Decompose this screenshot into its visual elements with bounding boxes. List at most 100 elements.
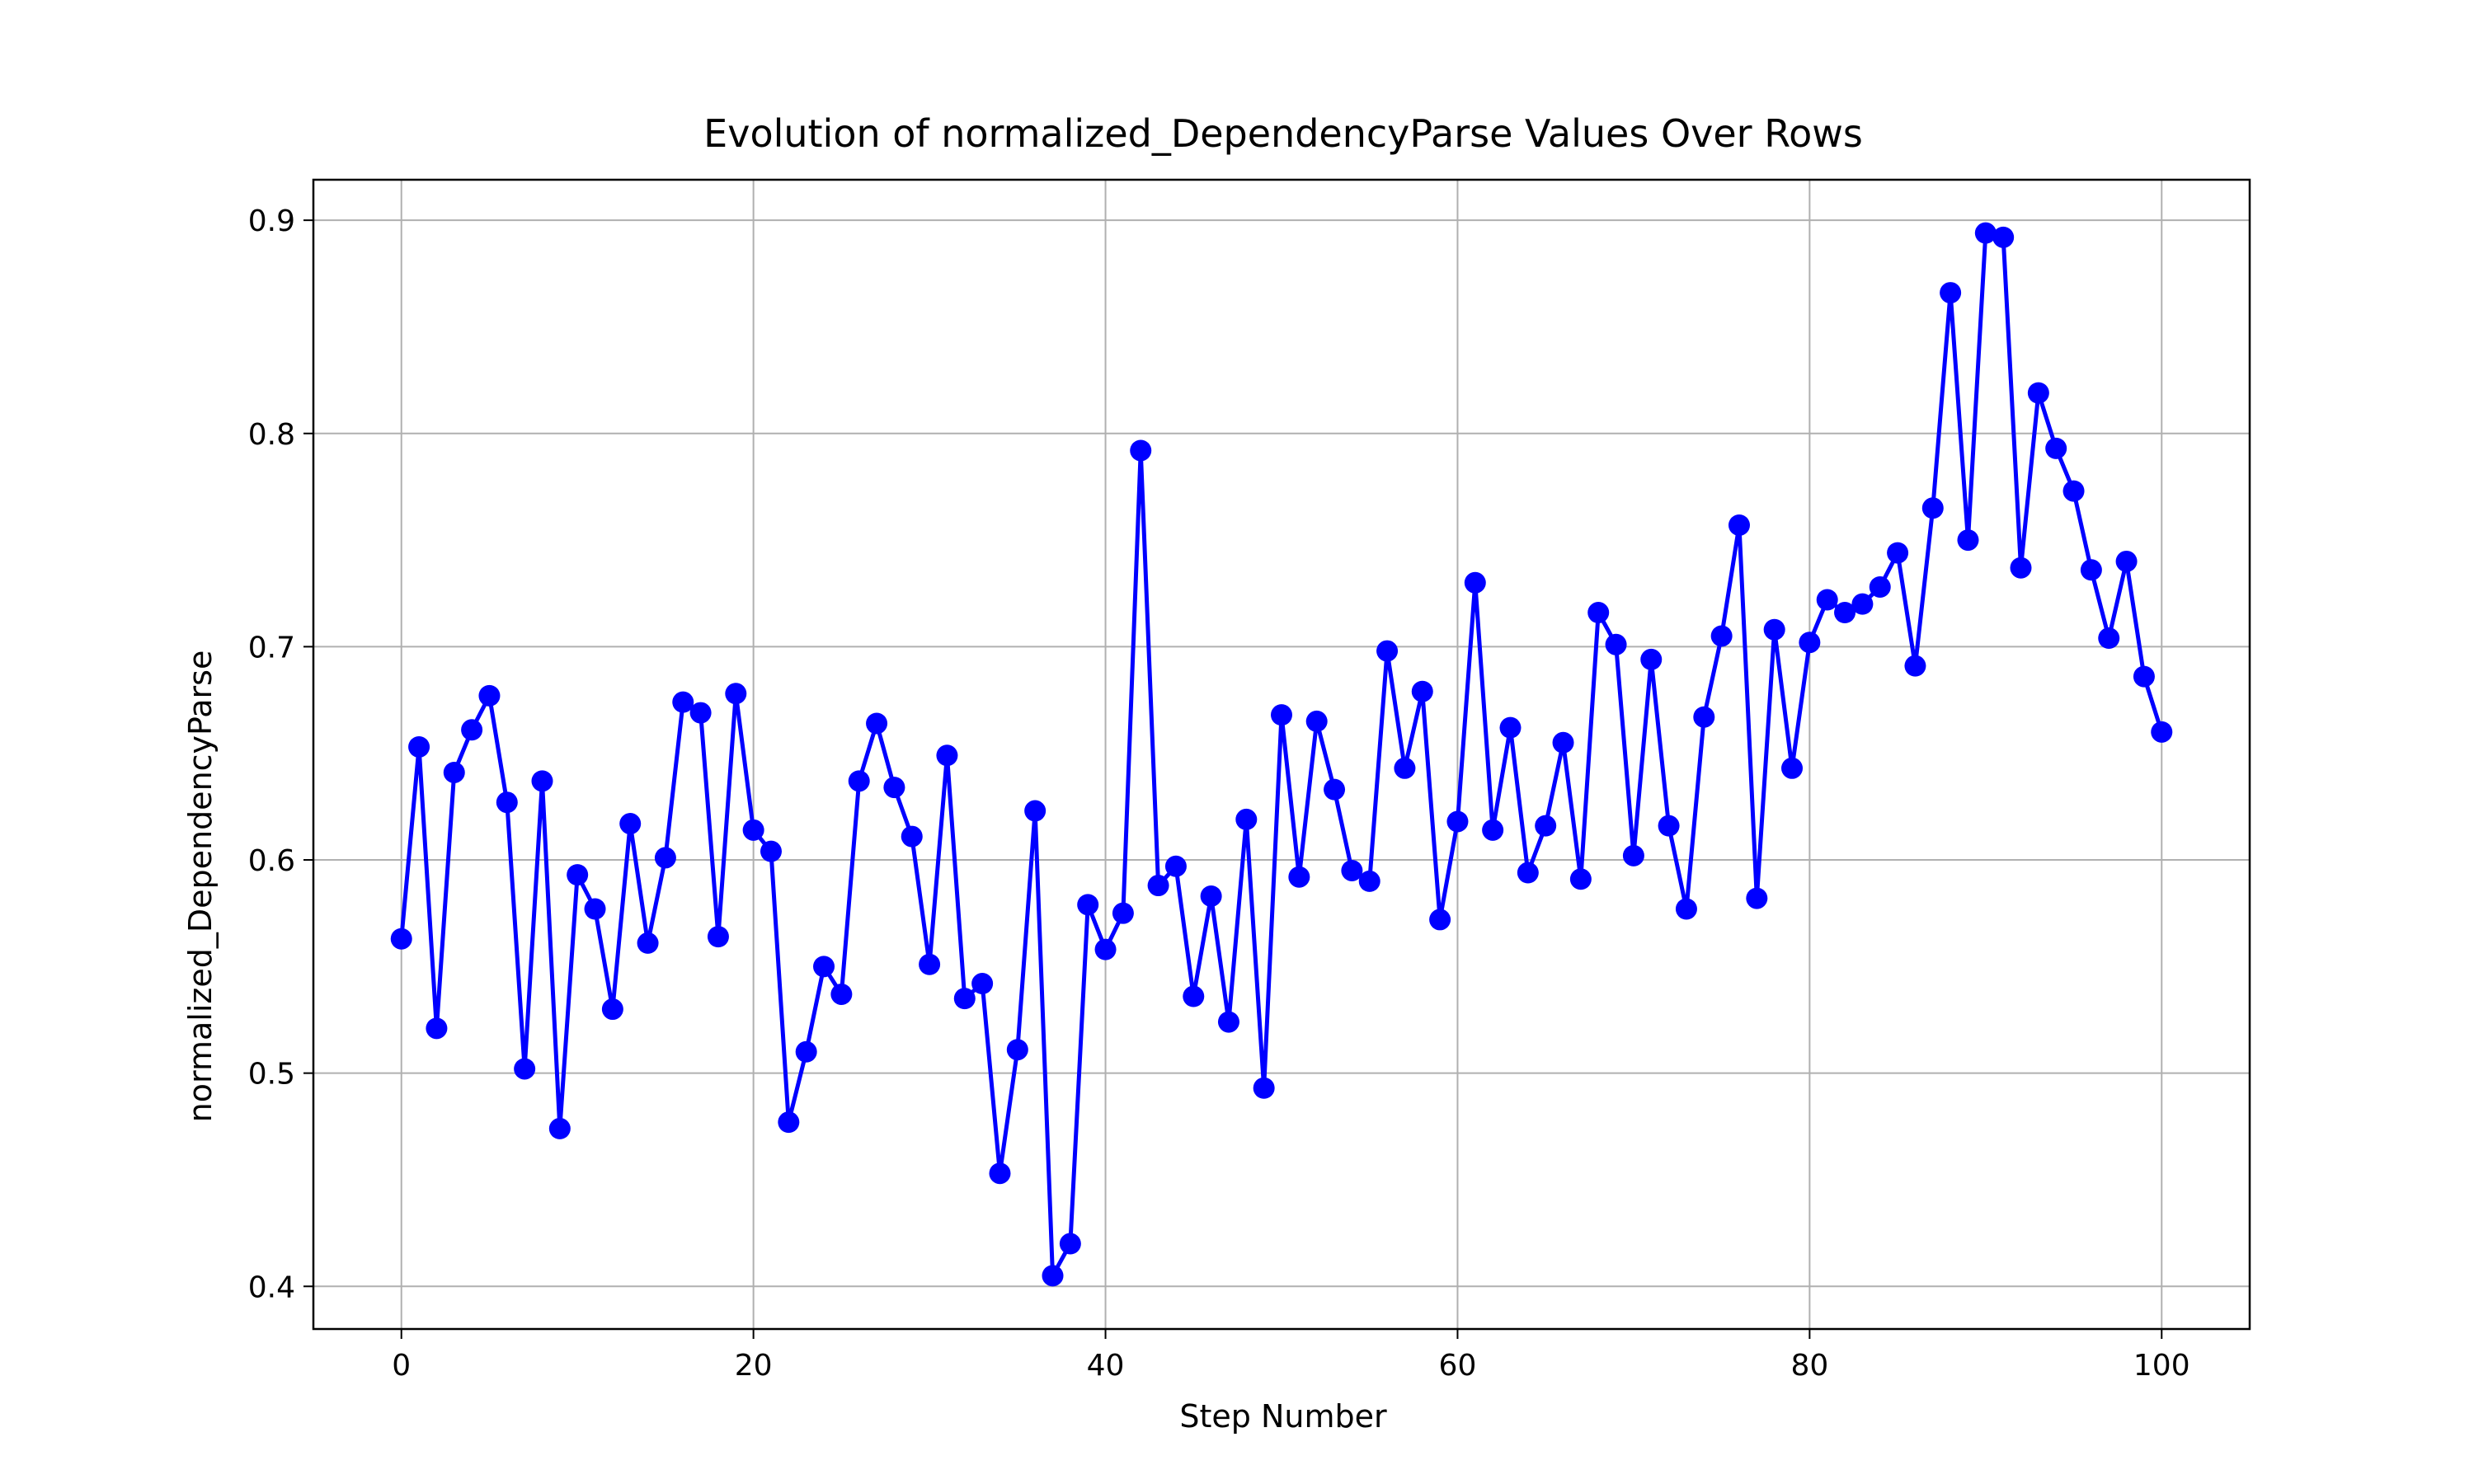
data-point: [795, 1040, 817, 1063]
data-point: [531, 770, 553, 792]
series-markers: [390, 222, 2173, 1287]
data-point: [461, 719, 483, 741]
data-point: [901, 825, 923, 848]
data-point: [601, 998, 623, 1021]
data-point: [1569, 868, 1592, 890]
x-tick-label: 80: [1790, 1349, 1828, 1383]
x-tick-label: 100: [2133, 1349, 2190, 1383]
data-point: [1869, 575, 1891, 598]
data-point: [672, 691, 694, 713]
data-point: [1077, 894, 1099, 916]
data-point: [742, 819, 764, 841]
data-point: [707, 926, 729, 948]
data-point: [1887, 542, 1909, 564]
data-point: [778, 1111, 800, 1134]
data-point: [390, 928, 412, 950]
data-point: [1781, 757, 1804, 779]
x-axis-label: Step Number: [1179, 1398, 1387, 1435]
data-point: [1816, 589, 1838, 611]
data-point: [2151, 721, 2173, 743]
data-point: [1059, 1233, 1081, 1255]
data-point: [1324, 778, 1346, 801]
data-point: [725, 683, 747, 705]
data-point: [1851, 593, 1874, 615]
data-point: [1006, 1039, 1028, 1061]
data-point: [1183, 985, 1205, 1007]
data-point: [426, 1017, 448, 1040]
data-point: [1024, 800, 1047, 822]
data-point: [1376, 640, 1399, 662]
data-point: [1429, 909, 1451, 931]
data-point: [2080, 559, 2102, 581]
data-point: [408, 735, 430, 758]
data-point: [2045, 437, 2067, 459]
data-point: [1693, 706, 1715, 728]
data-point: [989, 1162, 1011, 1185]
x-axis-ticks: 0 20 40 60 80 100: [392, 1329, 2190, 1383]
data-point: [1271, 704, 1292, 726]
data-point: [1217, 1011, 1239, 1033]
x-tick-label: 40: [1087, 1349, 1125, 1383]
x-tick-label: 60: [1439, 1349, 1477, 1383]
data-point: [1253, 1077, 1275, 1099]
data-point: [1940, 282, 1962, 304]
data-point: [1305, 710, 1328, 732]
data-point: [1658, 815, 1680, 837]
data-point: [1235, 808, 1258, 830]
data-point: [971, 973, 994, 995]
data-point: [883, 777, 905, 799]
data-point: [1552, 731, 1574, 754]
data-point: [1394, 757, 1416, 779]
data-point: [2115, 550, 2138, 572]
data-point: [953, 988, 976, 1010]
data-point: [2133, 665, 2155, 688]
data-point: [1834, 602, 1856, 624]
data-point: [1094, 938, 1117, 960]
data-point: [1482, 819, 1504, 841]
data-point: [654, 847, 676, 869]
data-point: [1464, 571, 1486, 594]
data-point: [2062, 480, 2085, 502]
y-tick-label: 0.7: [248, 631, 295, 665]
data-point: [1288, 866, 1310, 888]
data-point: [1411, 680, 1433, 702]
y-tick-label: 0.8: [248, 418, 295, 452]
y-tick-label: 0.6: [248, 844, 295, 878]
data-point: [1746, 887, 1768, 909]
data-point: [548, 1117, 571, 1139]
data-point: [866, 712, 888, 735]
data-point: [1799, 632, 1821, 654]
data-point: [1640, 648, 1663, 670]
data-point: [478, 684, 501, 707]
data-point: [1974, 222, 1997, 244]
data-point: [1517, 862, 1539, 884]
data-point: [1147, 875, 1169, 897]
data-point: [1728, 514, 1750, 536]
data-point: [830, 983, 853, 1005]
y-axis-ticks: 0.4 0.5 0.6 0.7 0.8 0.9: [248, 204, 313, 1304]
y-tick-label: 0.4: [248, 1270, 295, 1304]
grid: [313, 180, 2250, 1329]
data-point: [2098, 627, 2120, 650]
data-point: [1130, 439, 1152, 462]
y-tick-label: 0.9: [248, 204, 295, 238]
plot-area-frame: [312, 178, 2251, 1331]
x-tick-label: 20: [735, 1349, 773, 1383]
data-point: [2027, 382, 2049, 404]
data-point: [760, 840, 782, 862]
data-point: [1992, 226, 2015, 248]
chart-title: Evolution of normalized_DependencyParse …: [703, 111, 1863, 156]
data-point: [1535, 815, 1557, 837]
data-point: [1675, 898, 1697, 920]
data-point: [1763, 618, 1785, 641]
data-point: [1358, 870, 1380, 892]
data-point: [848, 770, 870, 792]
data-point: [1446, 810, 1469, 833]
data-point: [1112, 902, 1134, 924]
data-point: [1200, 885, 1222, 907]
data-point: [1904, 655, 1926, 677]
y-axis-label: normalized_DependencyParse: [182, 650, 219, 1123]
data-point: [1042, 1265, 1064, 1287]
